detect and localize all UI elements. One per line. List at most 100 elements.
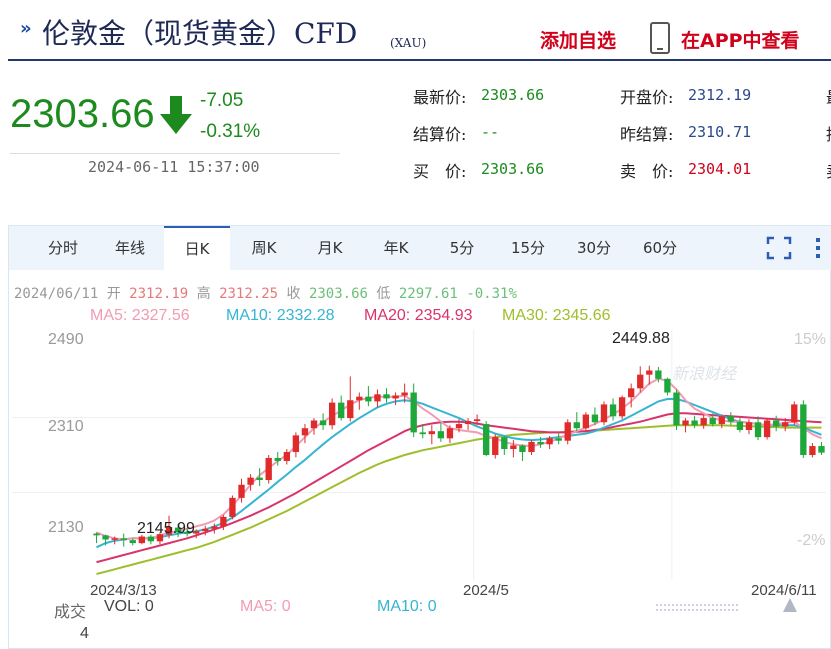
tab-60min[interactable]: 60分: [642, 239, 678, 257]
candle-body: [165, 527, 173, 535]
candle-body: [292, 435, 300, 453]
volume-scroll-dot: [708, 604, 710, 606]
candle-body: [483, 424, 490, 455]
candle-body: [111, 538, 118, 540]
candle-body: [655, 370, 662, 379]
volume-scroll-dot: [708, 609, 710, 611]
quote-label-edge-2: 持: [826, 121, 831, 145]
tab-yearly-k[interactable]: 年K: [383, 239, 409, 257]
title-bullet-icon: »: [20, 18, 32, 39]
candle-body: [193, 531, 200, 534]
candle-body: [238, 484, 245, 498]
quote-value-open: 2312.19: [688, 86, 752, 104]
quote-label-prev-settle: 昨结算:: [620, 125, 674, 144]
volume-scroll-dot: [676, 604, 678, 606]
volume-scroll-dot: [660, 609, 662, 611]
candle-body: [274, 457, 281, 461]
tab-15min[interactable]: 15分: [510, 239, 546, 257]
volume-scroll-dot: [672, 604, 674, 606]
candle-body: [763, 420, 771, 438]
price-change: -7.05: [200, 90, 244, 111]
volume-scroll-dot: [736, 609, 738, 611]
tab-daily-k[interactable]: 日K: [164, 226, 230, 270]
volume-scroll-dot: [732, 609, 734, 611]
volume-scroll-dot: [676, 609, 678, 611]
volume-axis-max: 4: [80, 625, 89, 642]
price-timestamp: 2024-06-11 15:37:00: [88, 158, 260, 176]
volume-scroll-dot: [664, 609, 666, 611]
candle-body: [628, 388, 635, 398]
quote-label-last: 最新价:: [413, 88, 467, 107]
candle-body: [129, 540, 136, 544]
candle-body: [637, 374, 644, 389]
header-divider: [8, 59, 831, 61]
candle-body: [310, 420, 318, 429]
volume-scroll-dot: [712, 604, 714, 606]
candle-body: [202, 528, 209, 532]
tab-5min[interactable]: 5分: [449, 239, 475, 257]
ma20-legend: MA20: 2354.93: [364, 307, 473, 324]
quote-label-ask: 卖 价:: [620, 162, 674, 181]
volume-value: VOL: 0: [104, 598, 154, 615]
volume-scroll-dot: [704, 609, 706, 611]
more-icon[interactable]: [814, 236, 822, 260]
candle-body: [818, 446, 825, 453]
volume-ma10: MA10: 0: [377, 598, 437, 615]
volume-scroll-dot: [684, 604, 686, 606]
candle-body: [691, 420, 698, 426]
candle-body: [265, 457, 272, 480]
ohlc-legend: 2024/06/11 开 2312.19 高 2312.25 收 2303.66…: [14, 283, 517, 303]
candle-body: [772, 420, 780, 427]
volume-scroll-dot: [656, 604, 658, 606]
ma20-line: [96, 412, 822, 564]
candle-body: [791, 404, 798, 423]
fullscreen-icon[interactable]: [766, 236, 792, 260]
tab-year-line[interactable]: 年线: [114, 239, 145, 257]
candle-body: [183, 532, 191, 534]
ma30-line: [96, 424, 822, 575]
x-tick-label: 2024/3/13: [90, 582, 157, 599]
high-annotation: 2449.88: [612, 330, 670, 347]
candle-body: [673, 392, 680, 426]
volume-label: 成交: [54, 604, 87, 621]
candle-body: [501, 437, 508, 450]
phone-icon[interactable]: [650, 22, 670, 54]
quote-value-bid: 2303.66: [481, 160, 545, 178]
volume-scroll-dot: [680, 604, 682, 606]
candle-body: [682, 420, 689, 426]
tab-weekly-k[interactable]: 周K: [251, 239, 277, 257]
quote-value-last: 2303.66: [481, 86, 545, 104]
add-watchlist-button[interactable]: 添加自选: [540, 30, 617, 52]
candle-body: [555, 438, 562, 441]
x-tick-label: 2024/6/11: [751, 582, 817, 599]
quote-value-settle: --: [481, 123, 500, 141]
candle-body: [156, 534, 164, 542]
x-tick-label: 2024/5: [463, 582, 509, 599]
volume-ma5: MA5: 0: [240, 598, 291, 615]
candle-body: [582, 414, 590, 429]
volume-scroll-dot: [728, 604, 730, 606]
volume-scroll-dot: [700, 604, 702, 606]
candle-body: [591, 414, 599, 423]
candle-body: [301, 428, 309, 436]
tab-monthly-k[interactable]: 月K: [317, 239, 343, 257]
legend-close-label: 收: [286, 286, 301, 302]
volume-scroll-dot: [696, 604, 698, 606]
legend-date: 2024/06/11: [14, 286, 99, 302]
view-in-app-button[interactable]: 在APP中查看: [681, 30, 800, 52]
candle-body: [365, 396, 372, 402]
ma5-legend: MA5: 2327.56: [90, 307, 190, 324]
candle-body: [283, 452, 290, 461]
candle-body: [138, 536, 146, 544]
candle-body: [492, 437, 499, 455]
candle-body: [473, 419, 481, 422]
candle-body: [709, 418, 716, 425]
legend-high-label: 高: [196, 286, 211, 302]
candle-body: [383, 394, 390, 399]
volume-scroll-dot: [728, 609, 730, 611]
tab-30min[interactable]: 30分: [576, 239, 612, 257]
tab-intraday[interactable]: 分时: [47, 239, 78, 257]
candle-body: [147, 536, 155, 542]
candle-body: [736, 421, 744, 430]
